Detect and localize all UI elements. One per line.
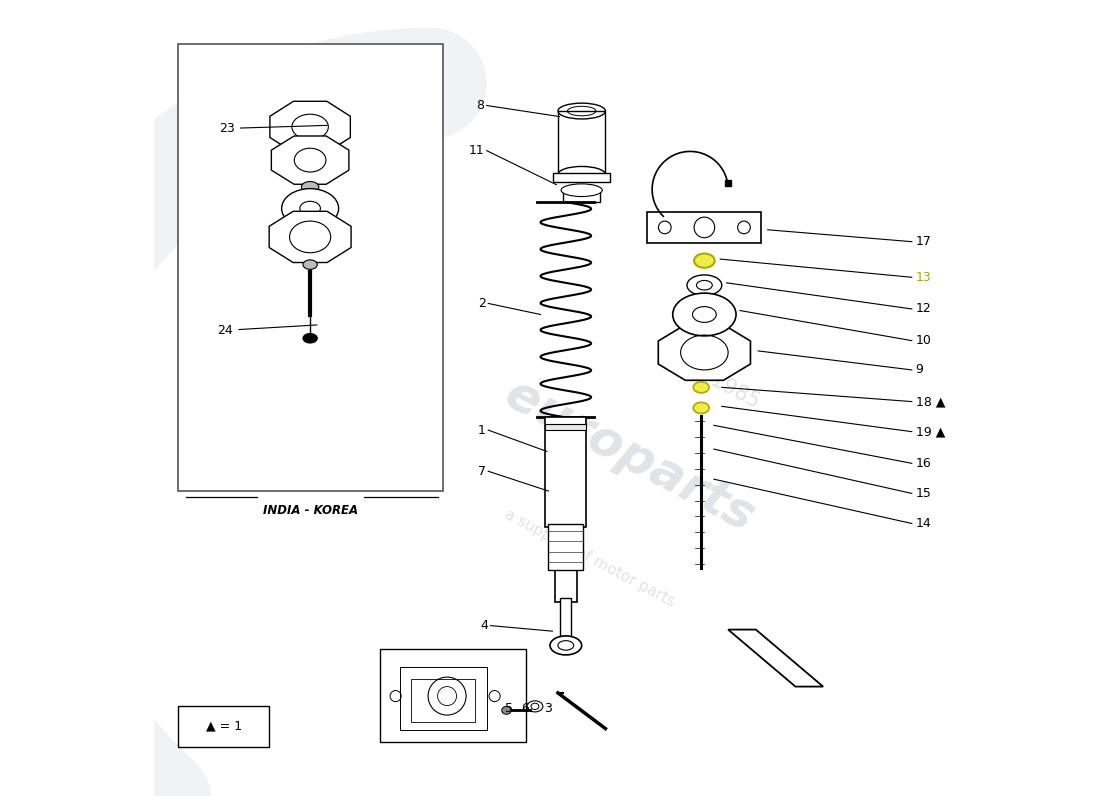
Polygon shape <box>648 211 761 243</box>
Bar <box>554 526 576 602</box>
Ellipse shape <box>302 334 317 343</box>
Text: 8: 8 <box>476 99 484 112</box>
Text: 24: 24 <box>218 324 317 337</box>
Text: 2: 2 <box>478 297 486 310</box>
Text: 18 ▲: 18 ▲ <box>915 395 945 408</box>
Ellipse shape <box>301 182 319 193</box>
Ellipse shape <box>693 382 710 393</box>
Text: ▲ = 1: ▲ = 1 <box>206 720 242 733</box>
Bar <box>558 111 605 174</box>
Text: 4: 4 <box>481 619 488 632</box>
Text: europarts: europarts <box>496 370 762 542</box>
Ellipse shape <box>282 189 339 228</box>
Text: 23: 23 <box>219 122 327 135</box>
Text: 6: 6 <box>520 702 529 715</box>
Text: 11: 11 <box>469 144 484 157</box>
Bar <box>546 418 586 526</box>
Ellipse shape <box>550 636 582 655</box>
Text: 12: 12 <box>915 302 932 315</box>
Bar <box>178 706 270 746</box>
Text: 1: 1 <box>478 423 486 437</box>
Ellipse shape <box>693 402 710 414</box>
Text: 17: 17 <box>915 235 932 248</box>
Ellipse shape <box>302 260 317 270</box>
Ellipse shape <box>673 293 736 336</box>
Bar <box>560 598 571 642</box>
Ellipse shape <box>694 254 715 268</box>
Bar <box>399 666 486 730</box>
Text: a supplier of motor parts: a supplier of motor parts <box>502 507 678 610</box>
Bar <box>546 424 586 430</box>
Text: 16: 16 <box>915 457 932 470</box>
Ellipse shape <box>561 184 603 197</box>
Polygon shape <box>728 630 823 686</box>
Ellipse shape <box>688 275 722 295</box>
Polygon shape <box>658 325 750 380</box>
Text: 7: 7 <box>477 465 486 478</box>
Polygon shape <box>270 211 351 262</box>
Text: 10: 10 <box>915 334 932 347</box>
Bar <box>553 173 610 182</box>
Polygon shape <box>272 136 349 184</box>
Ellipse shape <box>527 701 543 712</box>
Text: 15: 15 <box>915 487 932 500</box>
Text: 13: 13 <box>915 270 932 284</box>
Bar <box>563 190 600 202</box>
Text: since 1985: since 1985 <box>653 341 763 412</box>
Polygon shape <box>270 102 351 153</box>
Text: 14: 14 <box>915 517 932 530</box>
Bar <box>178 44 443 491</box>
Ellipse shape <box>502 706 512 714</box>
Text: 3: 3 <box>544 702 552 715</box>
Bar <box>549 524 583 570</box>
Text: 9: 9 <box>915 363 924 377</box>
Text: 5: 5 <box>505 702 513 715</box>
Text: 19 ▲: 19 ▲ <box>915 425 945 438</box>
Bar <box>411 678 475 722</box>
Text: INDIA - KOREA: INDIA - KOREA <box>263 505 358 518</box>
Bar <box>379 649 526 742</box>
